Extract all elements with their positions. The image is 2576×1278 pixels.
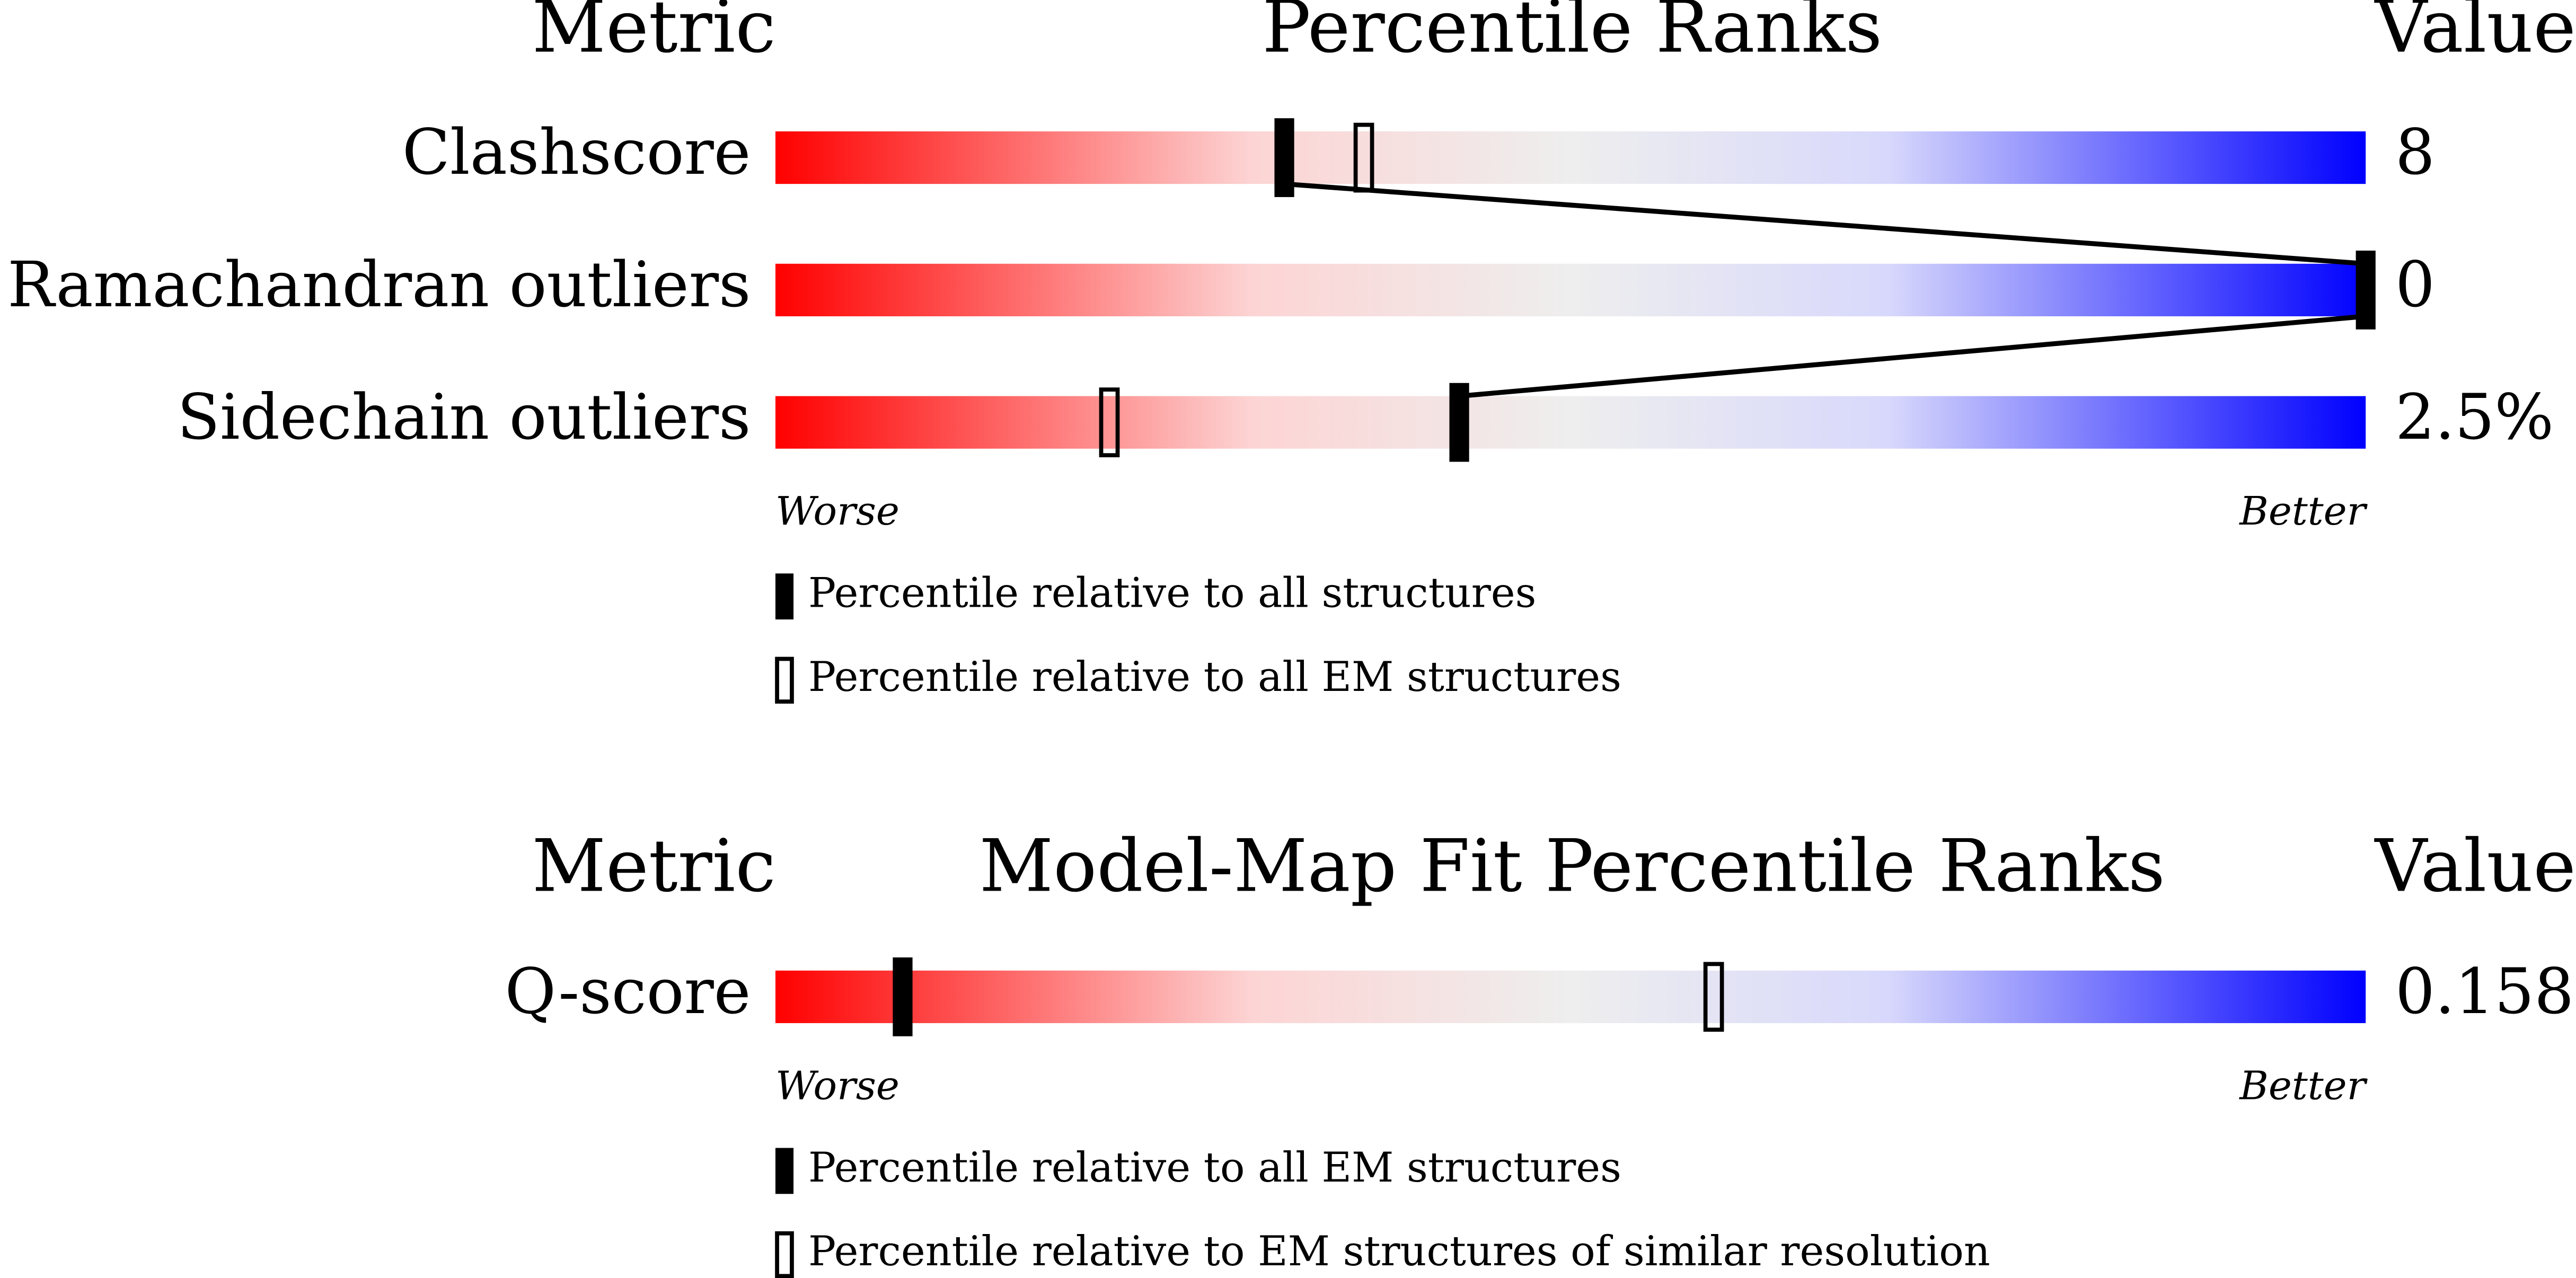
legend-icon-filled [775,573,794,620]
em-marker [1099,387,1120,458]
metric-value: 0 [2395,248,2435,321]
metric-label: Clashscore [402,116,751,189]
header-title: Model-Map Fit Percentile Ranks [980,824,2165,908]
metric-value: 2.5% [2395,381,2554,454]
header-title: Percentile Ranks [1262,0,1882,69]
metric-label: Sidechain outliers [177,381,751,454]
header-value: Value [2374,824,2576,908]
legend-icon-open [775,656,794,704]
legend-icon-open [775,1231,794,1278]
connector [1459,314,2366,399]
legend-icon-filled [775,1148,794,1194]
scale-low: Worse [775,488,899,534]
header-value: Value [2374,0,2576,69]
all-marker [893,957,913,1036]
scale-low: Worse [775,1062,899,1108]
legend-label: Percentile relative to EM structures of … [808,1228,1990,1275]
metric-value: 8 [2395,116,2435,189]
scale-high: Better [2238,1062,2368,1108]
em-marker [1703,962,1724,1032]
legend-label: Percentile relative to all structures [808,570,1536,617]
legend-label: Percentile relative to all EM structures [808,653,1621,701]
gradient-bar [775,263,2366,316]
header-metric: Metric [532,824,775,908]
gradient-bar [775,970,2366,1023]
metric-value: 0.158 [2395,955,2574,1028]
legend-label: Percentile relative to all EM structures [808,1144,1621,1192]
metric-label: Q-score [505,955,751,1028]
metric-label: Ramachandran outliers [7,248,751,321]
gradient-bar [775,131,2366,184]
header-metric: Metric [532,0,775,69]
gradient-bar [775,396,2366,449]
connector [1284,181,2366,267]
scale-high: Better [2238,488,2368,534]
